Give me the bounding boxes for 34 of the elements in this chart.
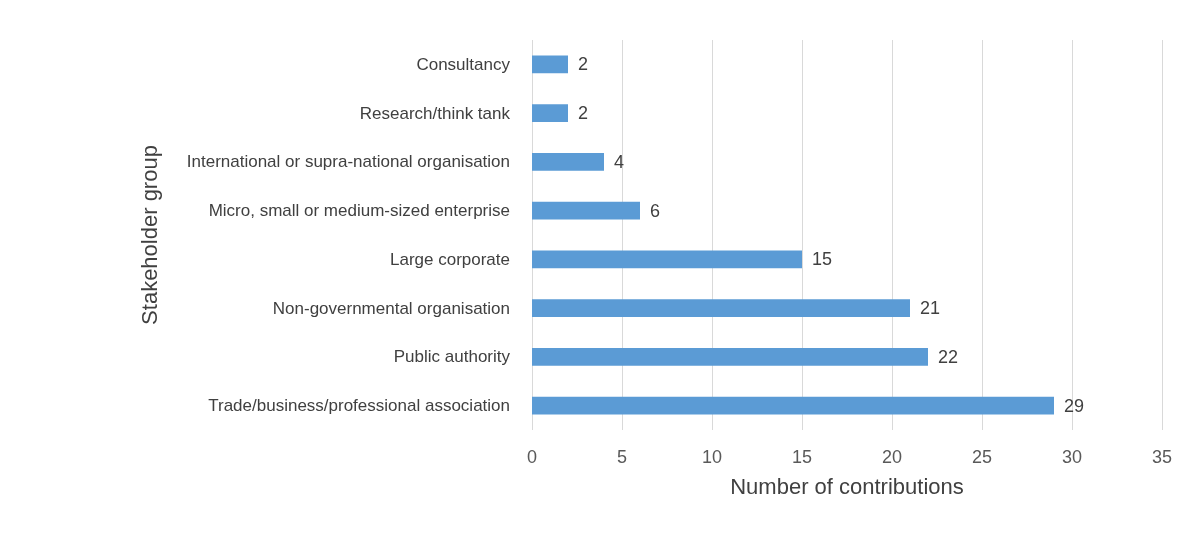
y-tick-label: Trade/business/professional association xyxy=(208,396,510,416)
bar xyxy=(532,153,604,171)
x-tick-label: 10 xyxy=(701,447,723,467)
x-tick-label: 35 xyxy=(1151,447,1173,467)
data-label: 21 xyxy=(920,298,941,319)
data-label: 22 xyxy=(938,346,959,367)
x-tick-label: 25 xyxy=(971,447,993,467)
data-label: 4 xyxy=(614,151,625,172)
bar xyxy=(532,348,928,366)
data-label: 6 xyxy=(650,200,661,221)
y-tick-label: International or supra-national organisation xyxy=(186,152,510,172)
y-axis-title: Stakeholder group xyxy=(136,145,162,325)
data-label: 15 xyxy=(812,249,833,270)
y-tick-label: Micro, small or medium-sized enterprise xyxy=(208,201,510,221)
y-tick-label: Consultancy xyxy=(416,54,511,74)
bar xyxy=(532,396,1054,415)
y-tick-label: Research/think tank xyxy=(359,103,511,123)
x-tick-label: 20 xyxy=(881,447,903,467)
bar xyxy=(532,104,568,122)
bar xyxy=(532,201,640,220)
y-tick-label: Large corporate xyxy=(389,249,510,269)
y-tick-label: Non-governmental organisation xyxy=(272,298,510,318)
x-axis-title: Number of contributions xyxy=(730,473,964,499)
data-label: 2 xyxy=(578,103,589,124)
bar xyxy=(532,250,802,269)
x-tick-label: 5 xyxy=(616,447,628,467)
data-label: 2 xyxy=(578,54,589,75)
x-tick-label: 15 xyxy=(791,447,813,467)
bar xyxy=(532,299,910,317)
x-tick-label: 0 xyxy=(526,447,538,467)
data-label: 29 xyxy=(1064,395,1085,416)
x-tick-label: 30 xyxy=(1061,447,1083,467)
y-tick-label: Public authority xyxy=(393,347,511,367)
bar xyxy=(532,55,568,74)
